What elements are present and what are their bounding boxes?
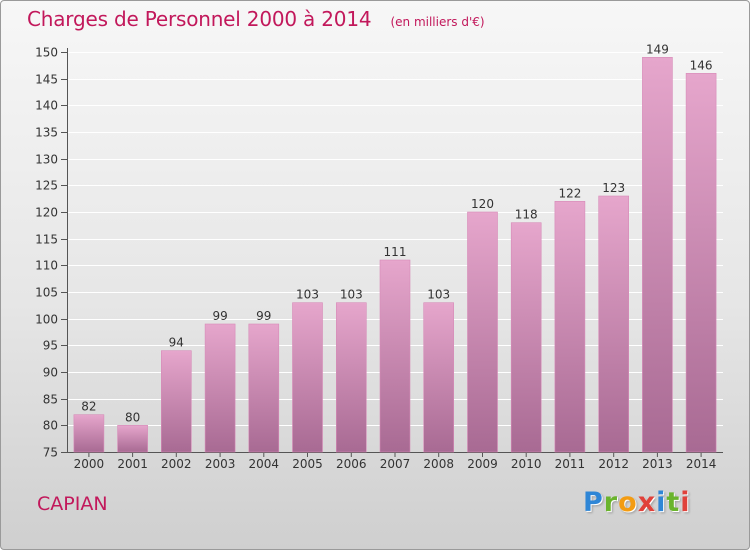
x-tick-label-2011: 2011 bbox=[555, 457, 586, 471]
data-label-2008: 103 bbox=[427, 288, 450, 302]
y-tick-label: 110 bbox=[35, 259, 58, 273]
x-tick-label-2006: 2006 bbox=[336, 457, 367, 471]
x-tick-label-2002: 2002 bbox=[161, 457, 192, 471]
x-tick-label-2012: 2012 bbox=[598, 457, 629, 471]
data-label-2002: 94 bbox=[169, 336, 184, 350]
y-tick-label: 85 bbox=[43, 393, 58, 407]
x-tick-label-2005: 2005 bbox=[292, 457, 323, 471]
logo-letter: P bbox=[583, 487, 604, 518]
logo-letter: i bbox=[680, 487, 691, 518]
logo-letter: r bbox=[603, 487, 619, 518]
bars bbox=[73, 56, 717, 453]
logo-letter: o bbox=[618, 487, 638, 518]
bar-2000 bbox=[73, 414, 105, 453]
title-row: Charges de Personnel 2000 à 2014 (en mil… bbox=[27, 7, 485, 31]
logo-letter: i bbox=[656, 487, 667, 518]
commune-name: CAPIAN bbox=[37, 493, 108, 515]
data-label-2005: 103 bbox=[296, 288, 319, 302]
bar-2001 bbox=[117, 424, 148, 453]
bar-2013 bbox=[642, 56, 673, 453]
y-tick-label: 120 bbox=[35, 206, 58, 220]
x-tick-label-2013: 2013 bbox=[642, 457, 673, 471]
y-tick-label: 90 bbox=[43, 366, 58, 380]
y-tick-label: 135 bbox=[35, 126, 58, 140]
y-tick-label: 105 bbox=[35, 286, 58, 300]
x-tick-label-2008: 2008 bbox=[423, 457, 454, 471]
bar-2010 bbox=[510, 222, 542, 453]
y-tick-label: 75 bbox=[43, 446, 58, 460]
y-tick-label: 95 bbox=[43, 339, 58, 353]
y-tick-label: 145 bbox=[35, 73, 58, 87]
x-tick-label-2010: 2010 bbox=[511, 457, 542, 471]
y-tick-label: 130 bbox=[35, 153, 58, 167]
axes: 75 80 85 90 95 100 105 110 115 120 125 130 135 140 145… bbox=[35, 46, 723, 471]
x-tick-label-2004: 2004 bbox=[249, 457, 280, 471]
data-label-2007: 111 bbox=[384, 245, 407, 259]
data-label-2012: 123 bbox=[602, 181, 625, 195]
chart-title: Charges de Personnel 2000 à 2014 bbox=[27, 7, 372, 31]
data-label-2011: 122 bbox=[558, 186, 581, 200]
logo-letter: x bbox=[637, 487, 657, 518]
data-label-2010: 118 bbox=[515, 208, 538, 222]
bar-2006 bbox=[335, 302, 367, 453]
data-label-2009: 120 bbox=[471, 197, 494, 211]
bar-2008 bbox=[423, 302, 455, 453]
data-label-2003: 99 bbox=[212, 309, 227, 323]
x-tick-label-2014: 2014 bbox=[686, 457, 717, 471]
bar-2005 bbox=[292, 302, 323, 453]
bar-2009 bbox=[467, 211, 498, 453]
data-labels: 82 80 94 99 99 103 103 111 103 120 118 122 123 149 146 bbox=[81, 42, 712, 424]
data-label-2000: 82 bbox=[81, 400, 96, 414]
data-label-2014: 146 bbox=[690, 58, 713, 72]
y-tick-label: 80 bbox=[43, 419, 58, 433]
y-tick-label: 125 bbox=[35, 179, 58, 193]
y-tick-label: 150 bbox=[35, 46, 58, 60]
bar-2003 bbox=[204, 323, 236, 453]
data-label-2001: 80 bbox=[125, 410, 140, 424]
x-tick-label-2007: 2007 bbox=[380, 457, 411, 471]
chart-unit: (en milliers d'€) bbox=[390, 15, 485, 29]
x-tick-label-2003: 2003 bbox=[205, 457, 236, 471]
x-tick-label-2000: 2000 bbox=[74, 457, 105, 471]
logo-letter: t bbox=[666, 487, 681, 518]
y-tick-label: 100 bbox=[35, 313, 58, 327]
bar-2011 bbox=[554, 201, 586, 453]
bar-2002 bbox=[161, 350, 192, 453]
data-label-2013: 149 bbox=[646, 42, 669, 56]
bar-2004 bbox=[248, 323, 280, 453]
data-label-2006: 103 bbox=[340, 288, 363, 302]
bar-2007 bbox=[379, 259, 411, 453]
proxiti-logo[interactable]: Proxiti bbox=[583, 487, 691, 518]
y-tick-label: 115 bbox=[35, 233, 58, 247]
x-tick-label-2001: 2001 bbox=[117, 457, 148, 471]
data-label-2004: 99 bbox=[256, 309, 271, 323]
bar-2012 bbox=[598, 195, 630, 453]
bar-2014 bbox=[685, 73, 717, 453]
x-tick-label-2009: 2009 bbox=[467, 457, 498, 471]
y-tick-label: 140 bbox=[35, 99, 58, 113]
